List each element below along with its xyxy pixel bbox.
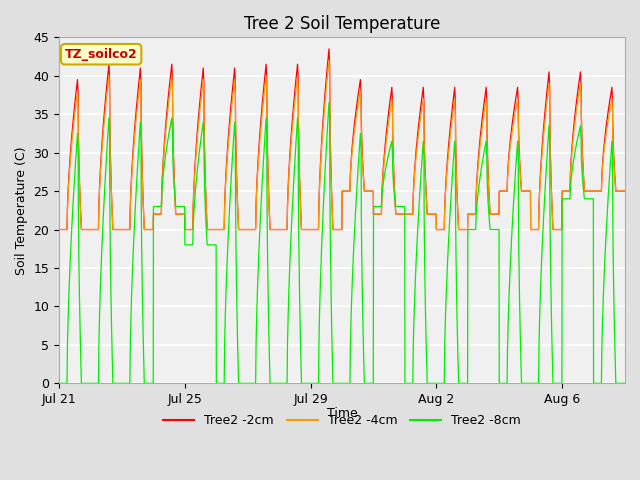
Text: TZ_soilco2: TZ_soilco2 xyxy=(65,48,138,60)
Title: Tree 2 Soil Temperature: Tree 2 Soil Temperature xyxy=(244,15,440,33)
Legend: Tree2 -2cm, Tree2 -4cm, Tree2 -8cm: Tree2 -2cm, Tree2 -4cm, Tree2 -8cm xyxy=(158,409,526,432)
X-axis label: Time: Time xyxy=(326,408,358,420)
Y-axis label: Soil Temperature (C): Soil Temperature (C) xyxy=(15,146,28,275)
